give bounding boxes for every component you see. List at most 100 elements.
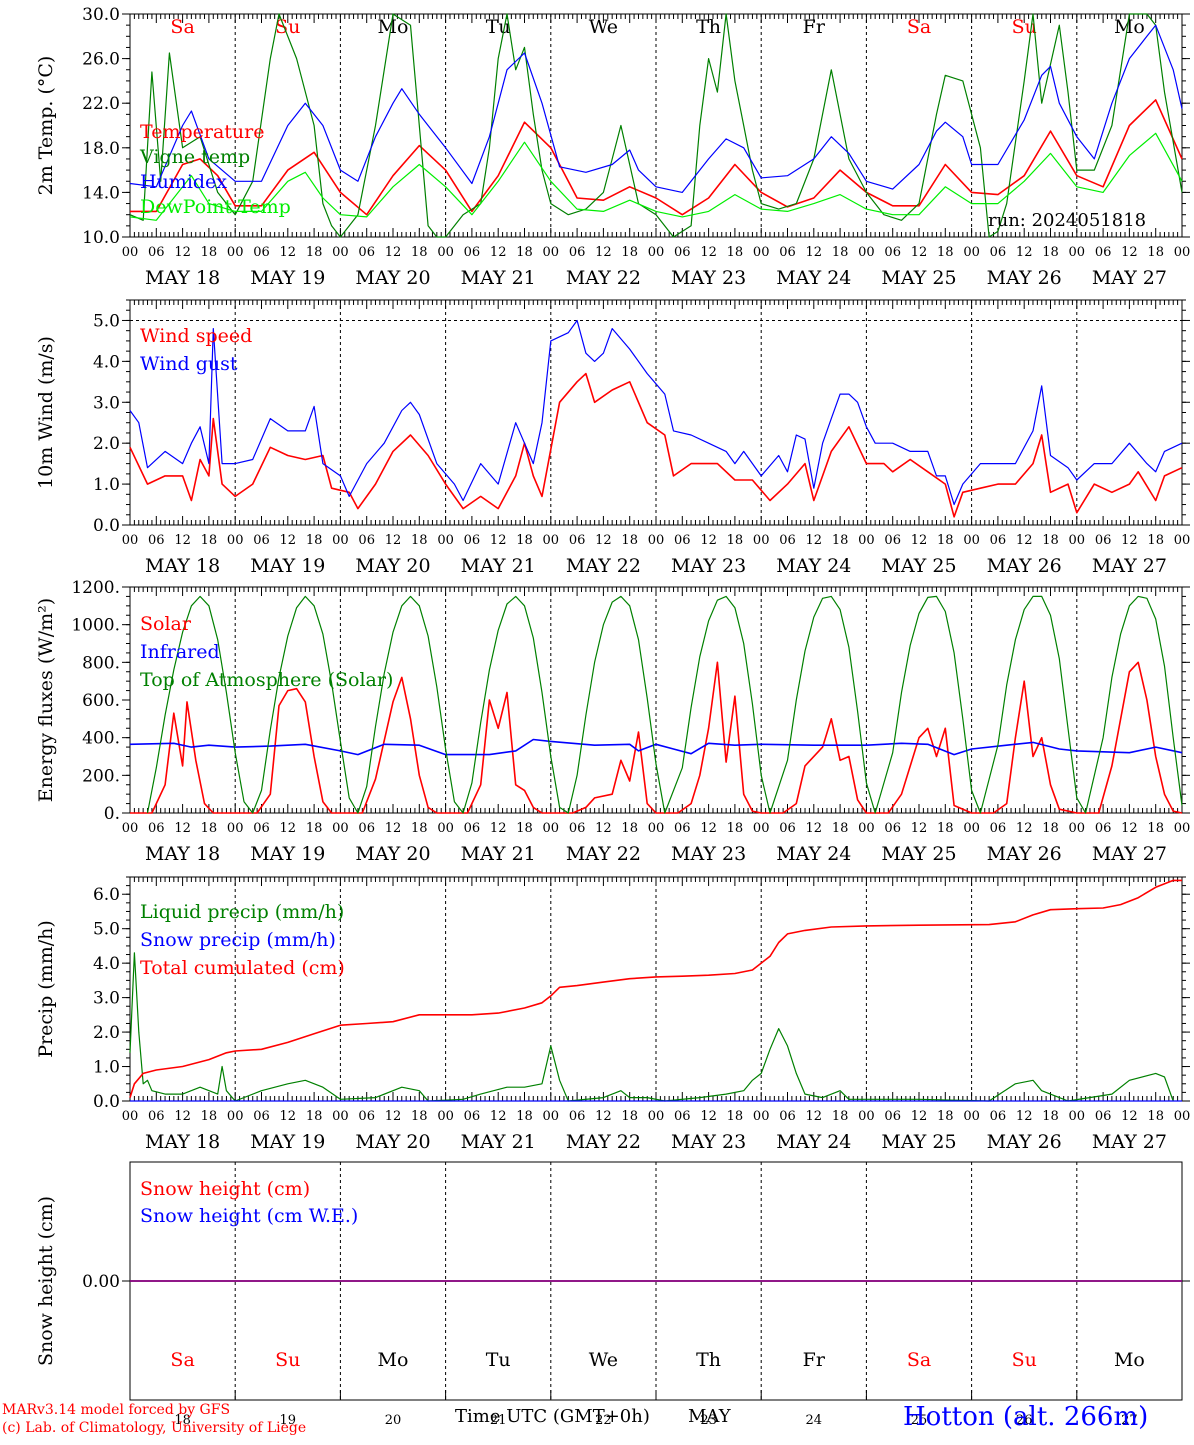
hour-tick-label: 06 — [358, 821, 375, 836]
hour-tick-label: 12 — [280, 533, 297, 548]
hour-tick-label: 00 — [858, 1109, 875, 1124]
hour-tick-label: 12 — [595, 821, 612, 836]
date-label: MAY 19 — [250, 555, 325, 577]
hour-tick-label: 06 — [1095, 245, 1112, 260]
hour-tick-label: 18 — [1042, 533, 1059, 548]
y-tick-label: 5.0 — [93, 920, 120, 940]
weekday-label: Mo — [378, 1349, 409, 1371]
y-tick-label: 3.0 — [93, 393, 120, 413]
date-label: MAY 21 — [461, 843, 536, 865]
hour-tick-label: 12 — [595, 533, 612, 548]
weekday-label: Th — [696, 1349, 721, 1371]
hour-tick-label: 18 — [201, 533, 218, 548]
hour-tick-label: 12 — [490, 245, 507, 260]
hour-tick-label: 18 — [1147, 245, 1164, 260]
hour-tick-label: 06 — [674, 1109, 691, 1124]
legend-entry: Snow height (cm W.E.) — [140, 1205, 358, 1227]
hour-tick-label: 12 — [806, 533, 823, 548]
date-label: MAY 22 — [566, 267, 641, 289]
hour-tick-label: 12 — [490, 1109, 507, 1124]
hour-tick-label: 12 — [174, 245, 191, 260]
hour-tick-label: 12 — [385, 533, 402, 548]
hour-tick-label: 00 — [543, 533, 560, 548]
legend-entry: Total cumulated (cm) — [140, 957, 345, 979]
hour-tick-label: 06 — [990, 245, 1007, 260]
hour-tick-label: 06 — [884, 821, 901, 836]
hour-tick-label: 18 — [1147, 821, 1164, 836]
weekday-label: We — [589, 1349, 618, 1371]
series-line — [129, 879, 1182, 1098]
hour-tick-label: 06 — [569, 533, 586, 548]
hour-tick-label: 12 — [700, 245, 717, 260]
hour-tick-label: 06 — [358, 1109, 375, 1124]
hour-tick-label: 06 — [358, 533, 375, 548]
weekday-label: Mo — [1114, 1349, 1145, 1371]
legend-entry: Infrared — [140, 641, 220, 663]
y-tick-label: 3.0 — [93, 989, 120, 1009]
date-label: MAY 27 — [1092, 555, 1167, 577]
hour-tick-label: 00 — [227, 533, 244, 548]
y-tick-label: 2.0 — [93, 1023, 120, 1043]
hour-tick-label: 00 — [1174, 821, 1191, 836]
weekday-label: Th — [696, 16, 721, 38]
legend-entry: Wind gust — [140, 353, 238, 375]
hour-tick-label: 12 — [1121, 533, 1138, 548]
day-number-label: 18 — [174, 1413, 191, 1428]
date-label: MAY 22 — [566, 1131, 641, 1153]
date-label: MAY 18 — [145, 555, 220, 577]
hour-tick-label: 18 — [727, 821, 744, 836]
y-axis-label: Energy fluxes (W/m²) — [35, 598, 57, 802]
hour-tick-label: 18 — [621, 821, 638, 836]
station-label: Hotton (alt. 266m) — [903, 1402, 1149, 1432]
day-number-label: 24 — [806, 1413, 823, 1428]
hour-tick-label: 06 — [253, 533, 270, 548]
credit-line-1: MARv3.14 model forced by GFS — [2, 1402, 231, 1418]
hour-tick-label: 12 — [700, 821, 717, 836]
y-tick-label: 4.0 — [93, 954, 120, 974]
date-label: MAY 26 — [987, 843, 1062, 865]
y-tick-label: 6.0 — [93, 885, 120, 905]
hour-tick-label: 00 — [648, 821, 665, 836]
hour-tick-label: 12 — [806, 1109, 823, 1124]
day-number-label: 26 — [1016, 1413, 1033, 1428]
day-number-label: 23 — [700, 1413, 717, 1428]
weekday-label: Su — [1012, 1349, 1037, 1371]
y-tick-label: 5.0 — [93, 311, 120, 331]
hour-tick-label: 12 — [280, 1109, 297, 1124]
hour-tick-label: 12 — [911, 1109, 928, 1124]
weekday-label: Fr — [803, 1349, 826, 1371]
series-line — [146, 595, 1183, 814]
hour-tick-label: 18 — [832, 245, 849, 260]
hour-tick-label: 06 — [990, 1109, 1007, 1124]
date-label: MAY 21 — [461, 267, 536, 289]
y-tick-label: 800. — [82, 653, 120, 673]
hour-tick-label: 06 — [884, 1109, 901, 1124]
hour-tick-label: 00 — [122, 245, 139, 260]
hour-tick-label: 06 — [674, 533, 691, 548]
hour-tick-label: 00 — [753, 245, 770, 260]
hour-tick-label: 18 — [621, 1109, 638, 1124]
panel-3: 00 06 12 18 00 06 12 18 00 06 12 18 00 06 12 18 00 06 12 18… — [35, 578, 1190, 865]
hour-tick-label: 00 — [753, 533, 770, 548]
legend-entry: Wind speed — [140, 325, 252, 347]
hour-tick-label: 18 — [411, 1109, 428, 1124]
hour-tick-label: 18 — [937, 821, 954, 836]
hour-tick-label: 00 — [227, 1109, 244, 1124]
hour-tick-label: 18 — [621, 533, 638, 548]
hour-tick-label: 00 — [227, 821, 244, 836]
hour-tick-label: 18 — [832, 821, 849, 836]
hour-tick-label: 18 — [832, 1109, 849, 1124]
date-label: MAY 24 — [776, 843, 851, 865]
hour-tick-label: 12 — [1016, 821, 1033, 836]
hour-tick-label: 12 — [1016, 533, 1033, 548]
hour-tick-label: 18 — [727, 245, 744, 260]
hour-tick-label: 18 — [1042, 245, 1059, 260]
hour-tick-label: 00 — [753, 1109, 770, 1124]
day-number-label: 27 — [1121, 1413, 1138, 1428]
day-number-label: 21 — [490, 1413, 507, 1428]
date-label: MAY 22 — [566, 843, 641, 865]
day-number-label: 25 — [911, 1413, 928, 1428]
date-label: MAY 22 — [566, 555, 641, 577]
series-line — [130, 99, 1183, 216]
hour-tick-label: 18 — [516, 533, 533, 548]
